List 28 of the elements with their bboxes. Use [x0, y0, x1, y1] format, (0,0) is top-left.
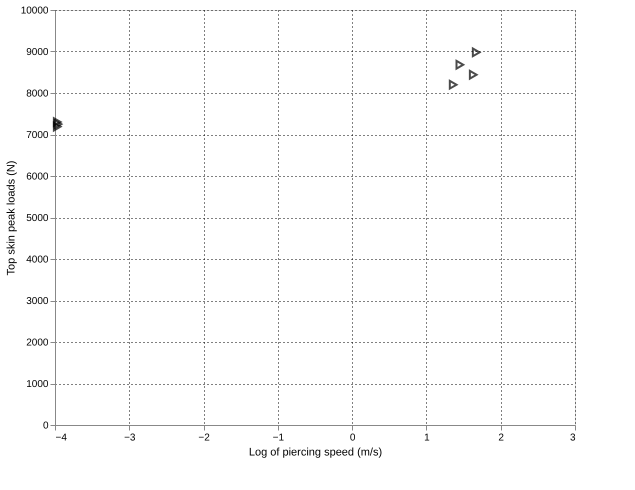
point — [448, 80, 458, 90]
x-tick-label: −4 — [56, 432, 68, 444]
x-tick-label: −2 — [198, 432, 210, 444]
point — [468, 70, 478, 80]
y-tick-label: 4000 — [26, 254, 49, 266]
x-tick-label: 1 — [424, 432, 430, 444]
y-tick-label: 10000 — [20, 6, 49, 16]
y-tick-label: 5000 — [26, 213, 49, 224]
y-tick-label: 9000 — [26, 47, 49, 58]
x-tick-label: −1 — [272, 432, 284, 444]
y-tick-label: 8000 — [26, 88, 49, 100]
point — [52, 122, 62, 132]
x-tick-label: 3 — [570, 432, 576, 444]
point — [472, 47, 481, 58]
y-tick-label: 2000 — [26, 338, 49, 348]
y-tick-label: 1000 — [26, 379, 49, 390]
point — [52, 117, 62, 127]
y-axis-title: Top skin peak loads (N) — [6, 160, 18, 276]
y-tick-label: 0 — [42, 420, 49, 432]
x-tick-label: 2 — [498, 432, 504, 444]
x-tick-label: 0 — [350, 432, 356, 444]
x-tick-label: −3 — [124, 432, 136, 444]
y-tick-label: 6000 — [26, 172, 49, 182]
y-tick-label: 3000 — [26, 296, 49, 307]
x-axis-title: Log of piercing speed (m/s) — [248, 446, 382, 458]
point — [456, 60, 464, 70]
point — [54, 119, 62, 129]
y-tick-label: 7000 — [26, 130, 49, 141]
